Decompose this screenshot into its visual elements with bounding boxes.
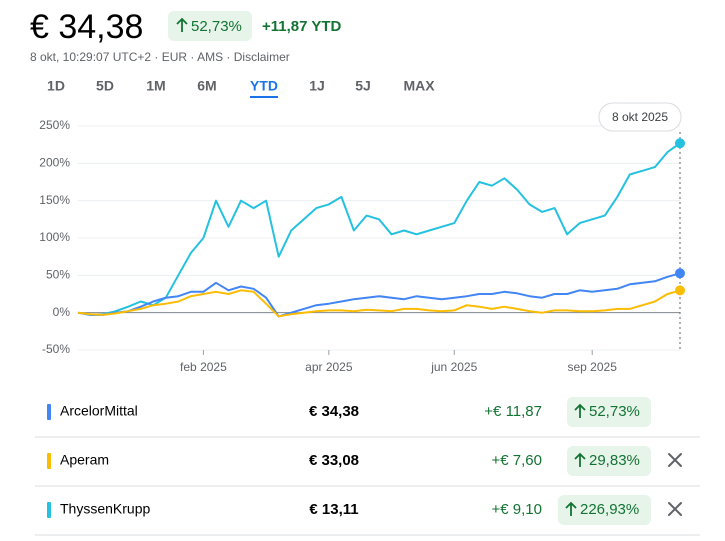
pct: 29,83% bbox=[589, 452, 640, 469]
price: € 34,38 bbox=[30, 8, 143, 46]
tooltip-label: 8 okt 2025 bbox=[612, 110, 668, 124]
y-tick-label: 0% bbox=[53, 305, 71, 319]
remove-button[interactable] bbox=[668, 453, 682, 467]
range-tab[interactable]: 5D bbox=[96, 78, 114, 94]
price: € 33,08 bbox=[309, 452, 359, 469]
y-tick-label: 200% bbox=[39, 156, 70, 170]
range-tab[interactable]: MAX bbox=[403, 78, 435, 94]
range-tab[interactable]: 1M bbox=[146, 78, 165, 94]
tooltip-box bbox=[598, 102, 682, 132]
up-arrow-icon bbox=[574, 452, 586, 467]
meta-line: 8 okt, 10:29:07 UTC+2 · EUR · AMS · Disc… bbox=[30, 50, 290, 64]
up-arrow-icon bbox=[176, 17, 188, 32]
x-tick-label: sep 2025 bbox=[568, 360, 618, 374]
range-tab[interactable]: 6M bbox=[197, 78, 216, 94]
company-name: Aperam bbox=[60, 452, 109, 468]
end-dot bbox=[675, 268, 685, 279]
tab-underline bbox=[250, 96, 278, 98]
change-abs: +11,87 YTD bbox=[262, 18, 342, 35]
change: +€ 9,10 bbox=[492, 501, 542, 518]
price: € 13,11 bbox=[309, 501, 358, 518]
price: € 34,38 bbox=[309, 403, 359, 420]
x-tick-label: feb 2025 bbox=[180, 360, 227, 374]
range-tab[interactable]: 1D bbox=[47, 78, 65, 94]
range-tab[interactable]: YTD bbox=[250, 78, 278, 94]
pct-badge bbox=[558, 495, 651, 525]
y-tick-label: 100% bbox=[39, 230, 70, 244]
range-tab[interactable]: 1J bbox=[309, 78, 325, 94]
up-arrow-icon bbox=[574, 403, 586, 418]
change-pct: 52,73% bbox=[191, 18, 242, 35]
company-name: ArcelorMittal bbox=[60, 403, 138, 419]
color-chip bbox=[47, 502, 51, 518]
range-tab[interactable]: 5J bbox=[355, 78, 371, 94]
change: +€ 7,60 bbox=[492, 452, 542, 469]
y-tick-label: 250% bbox=[39, 118, 70, 132]
color-chip bbox=[47, 453, 51, 469]
company-name: ThyssenKrupp bbox=[60, 501, 150, 517]
series-line bbox=[77, 142, 681, 316]
y-tick-label: 50% bbox=[46, 268, 70, 282]
color-chip bbox=[47, 404, 51, 420]
end-dot bbox=[675, 138, 685, 149]
y-tick-label: -50% bbox=[42, 342, 70, 356]
pct-badge bbox=[567, 446, 651, 476]
end-dot bbox=[675, 285, 685, 296]
y-tick-label: 150% bbox=[39, 193, 70, 207]
series-line bbox=[77, 289, 681, 318]
pct: 52,73% bbox=[589, 403, 640, 420]
pct-badge bbox=[567, 397, 651, 427]
x-tick-label: apr 2025 bbox=[305, 360, 353, 374]
up-arrow-icon bbox=[565, 501, 577, 516]
change-badge bbox=[168, 11, 252, 41]
remove-button[interactable] bbox=[668, 502, 682, 516]
pct: 226,93% bbox=[580, 501, 639, 518]
change: +€ 11,87 bbox=[484, 403, 542, 420]
series-line bbox=[77, 272, 681, 318]
x-tick-label: jun 2025 bbox=[430, 360, 477, 374]
